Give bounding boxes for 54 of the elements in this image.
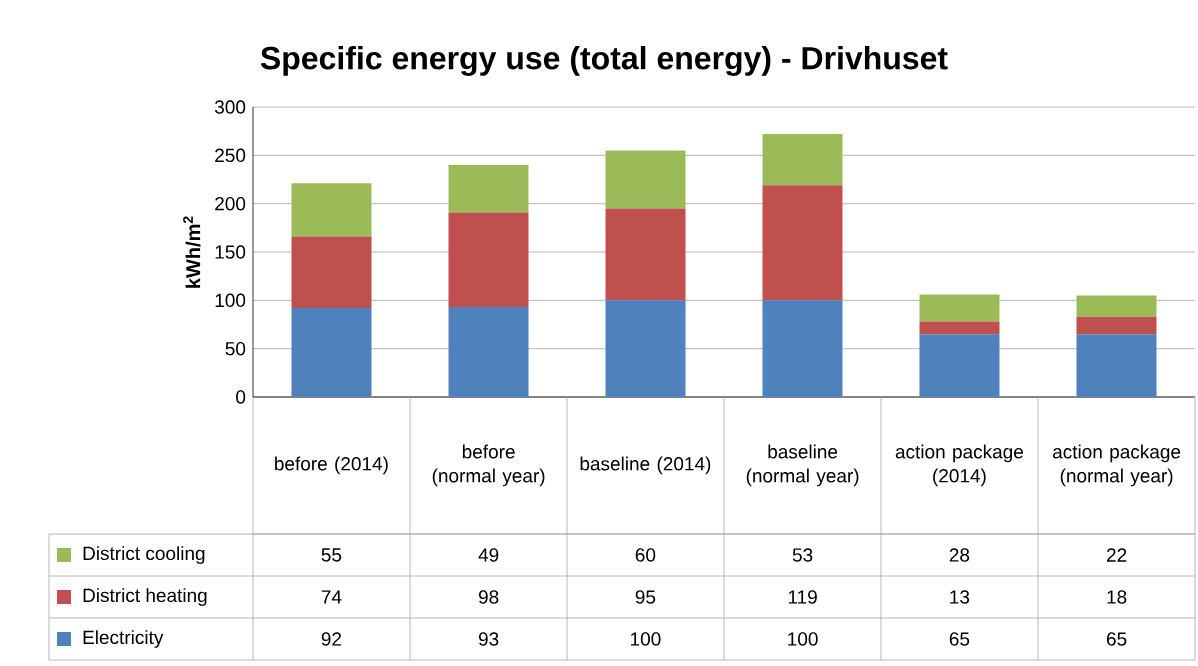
data-label: 74 [321, 590, 342, 604]
bar [1076, 316, 1157, 335]
data-label: 98 [478, 590, 499, 604]
data-label: 95 [635, 590, 656, 604]
data-label: 49 [478, 548, 499, 562]
data-label: 60 [635, 548, 656, 562]
y-tick-label: 250 [215, 148, 246, 163]
bar [919, 321, 1000, 335]
bar [1076, 334, 1157, 397]
data-label: 22 [1106, 548, 1127, 562]
data-label: 119 [788, 590, 817, 604]
data-label: 92 [321, 632, 342, 646]
data-label: 28 [949, 548, 970, 562]
bar [605, 300, 686, 397]
chart-title: Specific energy use (total energy) - Drivhuset [260, 45, 948, 76]
x-tick-label: action package (normal year) [1052, 444, 1181, 487]
data-label: 13 [950, 590, 970, 604]
x-tick-label: baseline (normal year) [746, 444, 859, 487]
bar [762, 300, 843, 397]
data-label: 53 [792, 548, 813, 562]
data-label: 100 [788, 632, 818, 646]
y-tick-label: 0 [236, 390, 246, 404]
x-tick-label: action package (2014) [895, 444, 1023, 487]
data-label: 65 [1107, 632, 1127, 646]
bar [291, 308, 372, 397]
bar [605, 208, 686, 301]
bar [448, 212, 529, 308]
x-tick-label: before (2014) [275, 456, 388, 475]
bar [762, 185, 843, 301]
data-label: 93 [478, 632, 499, 646]
y-tick-label: 300 [214, 100, 246, 114]
bar [291, 236, 372, 309]
x-tick-label: baseline (2014) [580, 456, 711, 475]
y-tick-label: 150 [215, 245, 246, 259]
bar [1076, 295, 1157, 317]
bar [919, 334, 1000, 397]
bar [762, 134, 843, 186]
data-label: 65 [949, 632, 970, 646]
data-label: 100 [631, 632, 661, 646]
bar [291, 183, 372, 237]
legend-label: Electricity [83, 630, 164, 648]
legend-label: District heating [83, 588, 207, 606]
legend-label: District cooling [83, 546, 205, 564]
bar [448, 307, 529, 397]
bar [919, 294, 1000, 322]
y-tick-label: 200 [215, 196, 246, 211]
bar [605, 150, 686, 209]
bar [448, 165, 529, 213]
y-tick-label: 100 [215, 293, 246, 308]
data-label: 18 [1107, 590, 1127, 604]
data-label: 55 [321, 548, 342, 562]
y-axis-title: kWh/m$^{2}$ [183, 216, 201, 288]
x-tick-label: before (normal year) [432, 444, 545, 487]
y-tick-label: 50 [225, 341, 246, 356]
